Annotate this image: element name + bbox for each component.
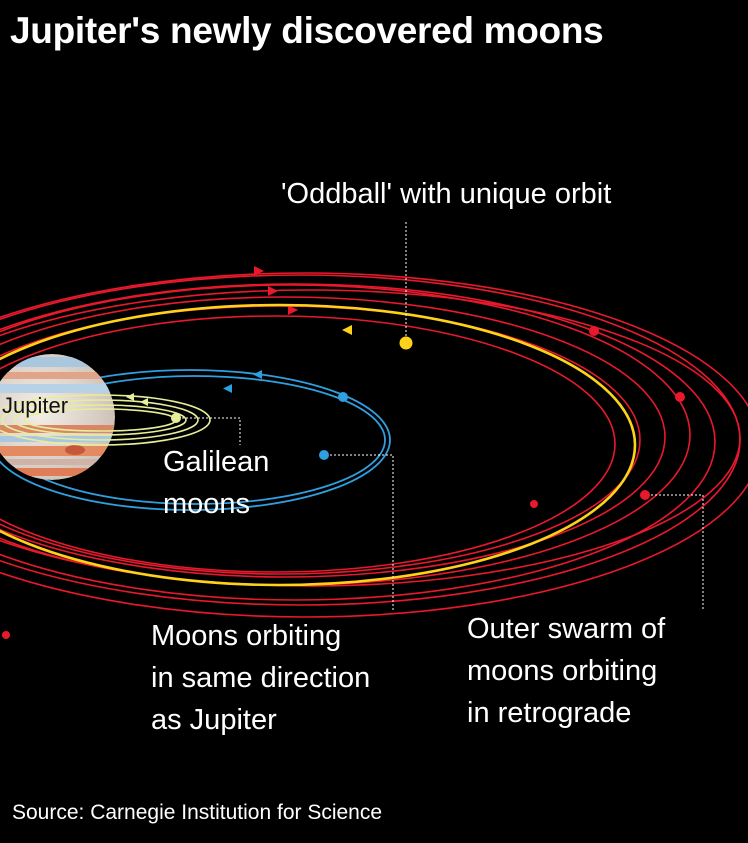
galilean-orbit bbox=[0, 394, 211, 446]
retrograde-orbit bbox=[0, 296, 666, 578]
galilean-leader bbox=[182, 417, 241, 445]
retrograde-leader bbox=[651, 494, 704, 610]
orbit-arrow-left bbox=[126, 393, 134, 401]
retrograde-label: Outer swarm of moons orbiting in retrogr… bbox=[467, 608, 665, 734]
retrograde-moon bbox=[530, 500, 538, 508]
leader-lines bbox=[182, 222, 704, 612]
prograde-label: Moons orbiting in same direction as Jupi… bbox=[151, 615, 370, 741]
galilean-label-line-2: moons bbox=[163, 488, 251, 520]
jupiter-label: Jupiter bbox=[2, 393, 69, 418]
orbit-arrow-left bbox=[140, 398, 148, 406]
retrograde-moon bbox=[675, 392, 685, 402]
retrograde-moon bbox=[2, 631, 10, 639]
orbit-arrow-right bbox=[254, 266, 264, 276]
retrograde-arrows bbox=[254, 266, 298, 315]
oddball-label-text: 'Oddball' with unique orbit bbox=[281, 178, 612, 210]
galilean-orbit bbox=[13, 404, 187, 436]
orbit-arrow-left bbox=[342, 325, 352, 335]
oddball-moon bbox=[399, 336, 413, 350]
galilean-label: Galilean moons bbox=[163, 441, 269, 525]
galilean-label-line-1: Galilean bbox=[163, 446, 270, 478]
galilean-arrows bbox=[126, 393, 148, 406]
orbit-arrow-left bbox=[253, 370, 262, 379]
prograde-arrows bbox=[223, 370, 262, 393]
source-note: Source: Carnegie Institution for Science bbox=[12, 801, 383, 824]
retrograde-label-line-2: moons orbiting bbox=[467, 655, 658, 687]
prograde-moon bbox=[338, 392, 348, 402]
retrograde-moon bbox=[640, 490, 650, 500]
prograde-label-line-3: as Jupiter bbox=[151, 704, 277, 736]
oddball-orbit bbox=[0, 303, 637, 587]
orbit-arrow-right bbox=[268, 286, 278, 296]
prograde-moons bbox=[319, 392, 348, 460]
retrograde-orbit bbox=[0, 283, 716, 601]
jupiter-planet bbox=[0, 354, 115, 480]
prograde-orbit bbox=[0, 369, 391, 511]
oddball-label: 'Oddball' with unique orbit bbox=[281, 173, 611, 215]
page-title: Jupiter's newly discovered moons bbox=[10, 10, 604, 51]
retrograde-moons bbox=[2, 326, 685, 639]
retrograde-orbit bbox=[0, 272, 748, 618]
retrograde-label-line-3: in retrograde bbox=[467, 697, 632, 729]
retrograde-orbit bbox=[0, 315, 616, 573]
prograde-label-line-1: Moons orbiting bbox=[151, 620, 342, 652]
galilean-orbit bbox=[1, 399, 199, 441]
orbit-arrow-left bbox=[223, 384, 232, 393]
prograde-label-line-2: in same direction bbox=[151, 662, 371, 694]
galilean-moon bbox=[171, 413, 181, 423]
prograde-moon bbox=[319, 450, 329, 460]
retrograde-moon bbox=[589, 326, 599, 336]
prograde-leader bbox=[330, 454, 394, 612]
retrograde-orbit bbox=[0, 289, 741, 587]
retrograde-label-line-1: Outer swarm of bbox=[467, 613, 666, 645]
orbit-arrow-right bbox=[288, 305, 298, 315]
